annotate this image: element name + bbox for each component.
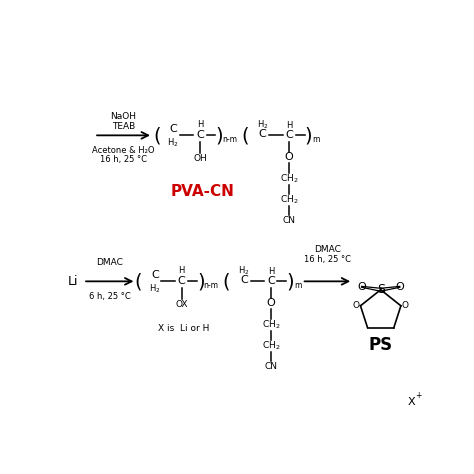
Text: H: H [197,120,203,129]
Text: H: H [178,266,185,275]
Text: S: S [377,283,385,296]
Text: m: m [294,281,302,290]
Text: Acetone & H₂O: Acetone & H₂O [92,146,155,155]
Text: PVA-CN: PVA-CN [171,184,235,200]
Text: $($: $($ [241,125,249,146]
Text: C: C [258,128,266,138]
Text: CH$_2$: CH$_2$ [280,193,299,206]
Text: 16 h, 25 °C: 16 h, 25 °C [304,255,351,264]
Text: C: C [196,130,204,140]
Text: PS: PS [369,336,393,354]
Text: H$_2$: H$_2$ [238,265,250,277]
Text: O: O [266,298,275,308]
Text: NaOH: NaOH [110,112,137,121]
Text: C: C [267,276,275,286]
Text: X: X [408,397,416,407]
Text: DMAC: DMAC [97,258,123,267]
Text: $($: $($ [134,271,142,292]
Text: O: O [353,301,360,310]
Text: $)$: $)$ [215,125,223,146]
Text: C: C [178,276,185,286]
Text: Li: Li [68,275,79,288]
Text: +: + [415,391,422,400]
Text: O: O [357,282,366,292]
Text: OX: OX [175,300,188,309]
Text: n-m: n-m [203,281,219,290]
Text: 16 h, 25 °C: 16 h, 25 °C [100,155,147,164]
Text: CN: CN [283,216,296,225]
Text: O: O [402,301,409,310]
Text: $)$: $)$ [197,271,205,292]
Text: TEAB: TEAB [112,122,135,131]
Text: C: C [169,124,177,134]
Text: H$_2$: H$_2$ [149,283,161,295]
Text: CH$_2$: CH$_2$ [280,172,299,185]
Text: H: H [268,266,274,275]
Text: C: C [240,274,248,284]
Text: $($: $($ [222,271,230,292]
Text: CH$_2$: CH$_2$ [262,339,280,352]
Text: H$_2$: H$_2$ [167,137,179,149]
Text: C: C [151,270,159,280]
Text: X is  Li or H: X is Li or H [158,324,210,333]
Text: H$_2$: H$_2$ [256,119,268,131]
Text: $)$: $)$ [286,271,294,292]
Text: CH$_2$: CH$_2$ [262,318,280,331]
Text: OH: OH [193,154,207,163]
Text: $($: $($ [153,125,161,146]
Text: C: C [285,130,293,140]
Text: O: O [285,152,293,162]
Text: DMAC: DMAC [314,245,341,254]
Text: CN: CN [264,362,277,371]
Text: n-m: n-m [222,135,237,144]
Text: H: H [286,120,292,129]
Text: 6 h, 25 °C: 6 h, 25 °C [89,292,131,301]
Text: m: m [313,135,320,144]
Text: $)$: $)$ [304,125,312,146]
Text: O: O [395,282,404,292]
